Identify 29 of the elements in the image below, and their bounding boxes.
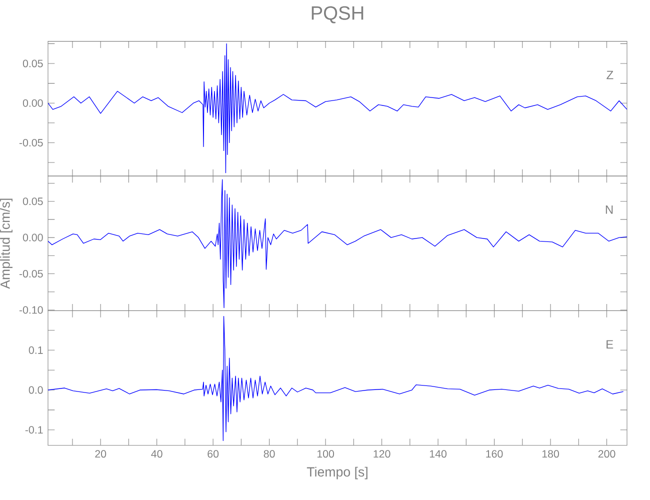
y-tick-label: 0.0 [28, 386, 43, 394]
x-axis-title: Tiempo [s] [306, 466, 368, 480]
y-tick-label: 0.1 [28, 346, 43, 354]
y-tick-label: -0.1 [25, 426, 43, 434]
chart-title: PQSH [312, 6, 364, 24]
y-tick-label: 0.00 [22, 234, 43, 242]
x-tick-label: 140 [430, 450, 447, 458]
line-series [48, 43, 627, 174]
x-tick-label: 80 [264, 450, 275, 458]
y-axis-title: Amplitud [cm/s] [0, 198, 12, 289]
x-tick-label: 120 [374, 450, 390, 458]
y-tick-label: 0.05 [22, 60, 43, 68]
annotation: N [606, 206, 613, 214]
line-series [48, 179, 627, 308]
x-tick-label: 100 [317, 450, 334, 458]
x-tick-label: 20 [95, 450, 106, 458]
x-tick-label: 60 [208, 450, 219, 458]
line-series [48, 316, 624, 441]
x-tick-label: 160 [486, 450, 503, 458]
y-tick-label: -0.05 [19, 270, 43, 278]
x-tick-label: 200 [598, 450, 616, 458]
y-tick-label: 0.00 [22, 99, 43, 107]
x-tick-label: 180 [542, 450, 559, 458]
x-tick-label: 40 [151, 450, 162, 458]
y-tick-label: 0.05 [22, 198, 43, 206]
annotation: Z [606, 70, 614, 80]
y-tick-label: -0.10 [19, 306, 43, 314]
y-tick-label: -0.05 [19, 138, 43, 146]
annotation: E [606, 340, 614, 349]
